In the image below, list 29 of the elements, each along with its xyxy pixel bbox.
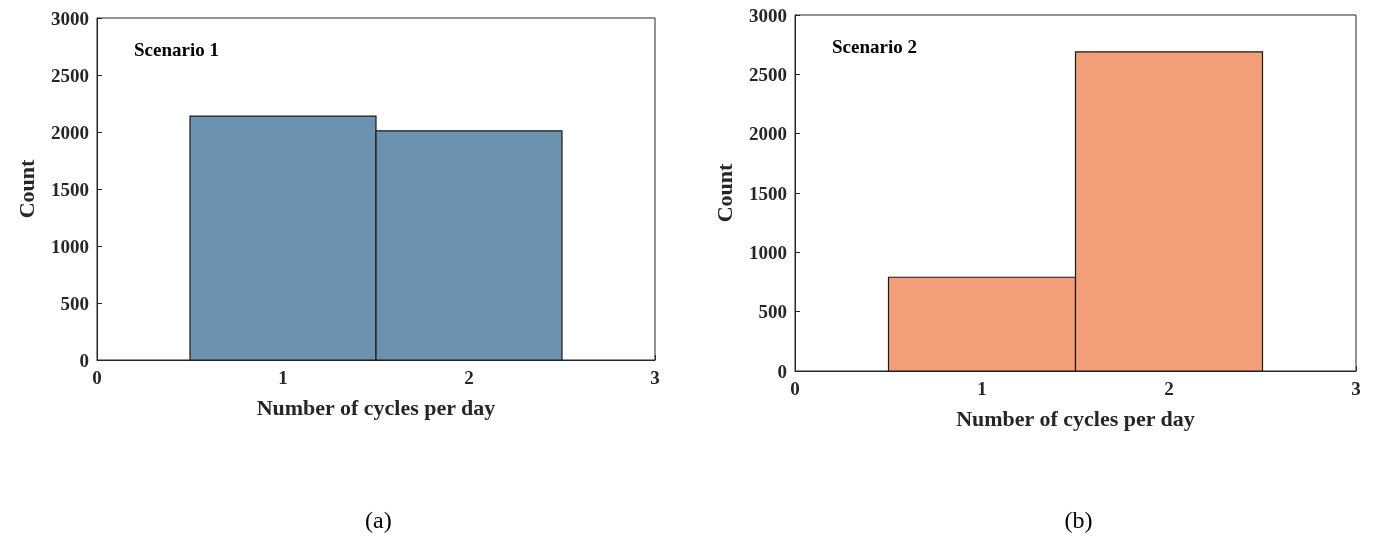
text: Scenario 1 (134, 39, 219, 60)
y-tick-label: 500 (60, 292, 89, 314)
x-tick-label: 3 (650, 367, 660, 388)
y-tick-label: 2500 (51, 64, 89, 86)
y-axis-title: Count (13, 158, 39, 219)
y-tick-label: 2000 (51, 121, 89, 143)
y-tick-label: 1500 (51, 178, 89, 200)
y-axis-title: Count (711, 162, 737, 223)
y-tick-label: 3000 (749, 4, 787, 26)
text: Scenario 2 (832, 36, 917, 57)
x-tick-label: 1 (278, 367, 288, 388)
y-tick-label: 0 (79, 349, 89, 371)
text: (b) (1064, 507, 1093, 533)
x-tick-label: 3 (1351, 378, 1361, 399)
x-tick-label: 2 (1164, 378, 1174, 399)
y-tick-label: 1500 (749, 182, 787, 204)
x-axis-title: Number of cycles per day (256, 394, 496, 420)
y-tick-label: 3000 (51, 7, 89, 29)
y-tick-label: 500 (758, 301, 787, 323)
x-axis-title: Number of cycles per day (956, 405, 1195, 431)
y-tick-label: 1000 (749, 241, 787, 263)
y-tick-label: 1000 (51, 235, 89, 257)
x-tick-label: 1 (977, 378, 987, 399)
y-tick-label: 2500 (749, 63, 787, 85)
x-tick-label: 0 (790, 378, 800, 399)
text: (a) (365, 507, 392, 533)
x-tick-label: 2 (464, 367, 474, 388)
x-tick-label: 0 (92, 367, 102, 388)
y-tick-label: 2000 (749, 123, 787, 145)
